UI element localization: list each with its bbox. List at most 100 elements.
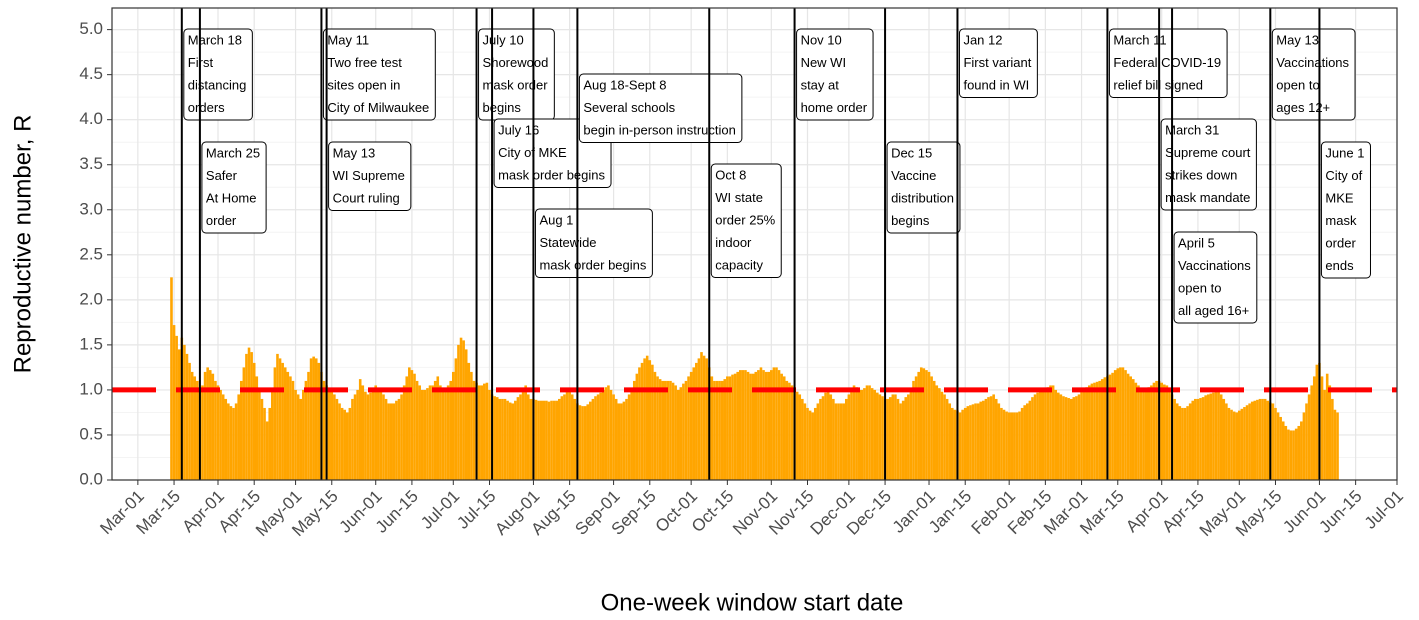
- bar: [842, 403, 845, 480]
- bar: [436, 376, 440, 480]
- bar: [408, 367, 411, 480]
- bar: [599, 392, 602, 480]
- bar: [219, 389, 222, 480]
- bar: [545, 400, 548, 480]
- bar: [570, 394, 574, 480]
- bar: [245, 353, 248, 480]
- bar: [702, 355, 706, 480]
- bar: [1121, 367, 1125, 480]
- bar: [865, 385, 869, 480]
- bar: [837, 403, 840, 480]
- bar: [1044, 388, 1047, 480]
- bar: [431, 385, 434, 480]
- bar: [1090, 383, 1094, 480]
- bar: [1062, 396, 1065, 480]
- bar: [1038, 389, 1042, 480]
- annotation-text: July 10: [483, 32, 524, 47]
- bar: [780, 373, 783, 480]
- annotation: Dec 15 Vaccine distribution begins: [886, 141, 961, 234]
- bar: [1312, 376, 1316, 480]
- bar: [966, 406, 970, 480]
- bar: [1007, 412, 1011, 480]
- bar: [695, 362, 698, 480]
- bar: [514, 400, 517, 480]
- bar: [454, 358, 458, 480]
- bar: [767, 371, 771, 480]
- annotation: Nov 10 New WI stay at home order: [796, 28, 874, 121]
- bar: [221, 394, 225, 480]
- bar: [1002, 409, 1006, 480]
- annotation-text: Court ruling: [333, 190, 400, 205]
- bar: [418, 385, 421, 480]
- bar: [894, 394, 897, 480]
- bar: [1165, 385, 1169, 480]
- bar: [498, 398, 502, 480]
- bar: [1119, 367, 1122, 480]
- y-tick-label: 2.5: [79, 244, 103, 263]
- x-axis-title: One-week window start date: [601, 589, 904, 616]
- bar: [731, 374, 734, 480]
- bar: [666, 380, 670, 480]
- bar: [806, 407, 809, 480]
- annotation-text: March 18: [188, 32, 242, 47]
- bar: [216, 385, 220, 480]
- bar: [578, 405, 582, 480]
- bar: [369, 392, 372, 480]
- bar: [299, 398, 303, 480]
- bar: [472, 380, 476, 480]
- bar: [785, 380, 789, 480]
- annotation: June 1 City of MKE mask order ends: [1320, 141, 1371, 279]
- annotation: March 18Firstdistancingorders: [183, 28, 253, 121]
- bar: [1225, 403, 1228, 480]
- bar: [1186, 406, 1189, 480]
- annotation-text: Supreme court: [1165, 145, 1251, 160]
- bar: [433, 380, 437, 480]
- bar: [751, 373, 755, 480]
- bar: [239, 380, 243, 480]
- bar: [1253, 400, 1257, 480]
- bar: [1085, 387, 1089, 480]
- annotation-text: Jan 12: [963, 32, 1002, 47]
- bar: [819, 398, 822, 480]
- panel-border: [111, 7, 1398, 481]
- bar: [658, 379, 662, 480]
- annotation: Oct 8 WI state order 25% indoor capacity: [710, 163, 782, 278]
- bar: [1080, 391, 1083, 480]
- bar: [1300, 421, 1303, 480]
- annotation-text: strikes down: [1165, 167, 1237, 182]
- bar: [428, 385, 432, 480]
- bar: [625, 398, 628, 480]
- y-tick-label: 3.0: [79, 199, 103, 218]
- bar: [803, 403, 807, 480]
- bar: [914, 376, 918, 480]
- bar: [790, 385, 794, 480]
- bar: [511, 403, 515, 480]
- bar: [1072, 397, 1076, 480]
- bar: [317, 362, 321, 480]
- bar: [1005, 411, 1008, 480]
- annotation-box: [796, 28, 874, 121]
- bar: [1292, 430, 1295, 480]
- bar: [922, 368, 926, 480]
- bar: [1036, 392, 1039, 480]
- bar: [1256, 399, 1259, 480]
- bar: [278, 358, 282, 480]
- bar: [844, 398, 848, 480]
- bar: [224, 398, 228, 480]
- bar: [542, 400, 546, 480]
- bar: [744, 370, 747, 480]
- bar: [1116, 368, 1120, 480]
- bar: [1069, 398, 1073, 480]
- annotation: Aug 1 Statewide mask order begins: [534, 208, 653, 278]
- bar: [676, 389, 680, 480]
- bar: [457, 344, 460, 480]
- bar: [788, 382, 791, 480]
- bar: [506, 400, 509, 480]
- bar: [343, 409, 346, 480]
- bar: [617, 403, 621, 480]
- bar: [444, 388, 447, 480]
- bar: [824, 392, 827, 480]
- bar: [413, 373, 416, 480]
